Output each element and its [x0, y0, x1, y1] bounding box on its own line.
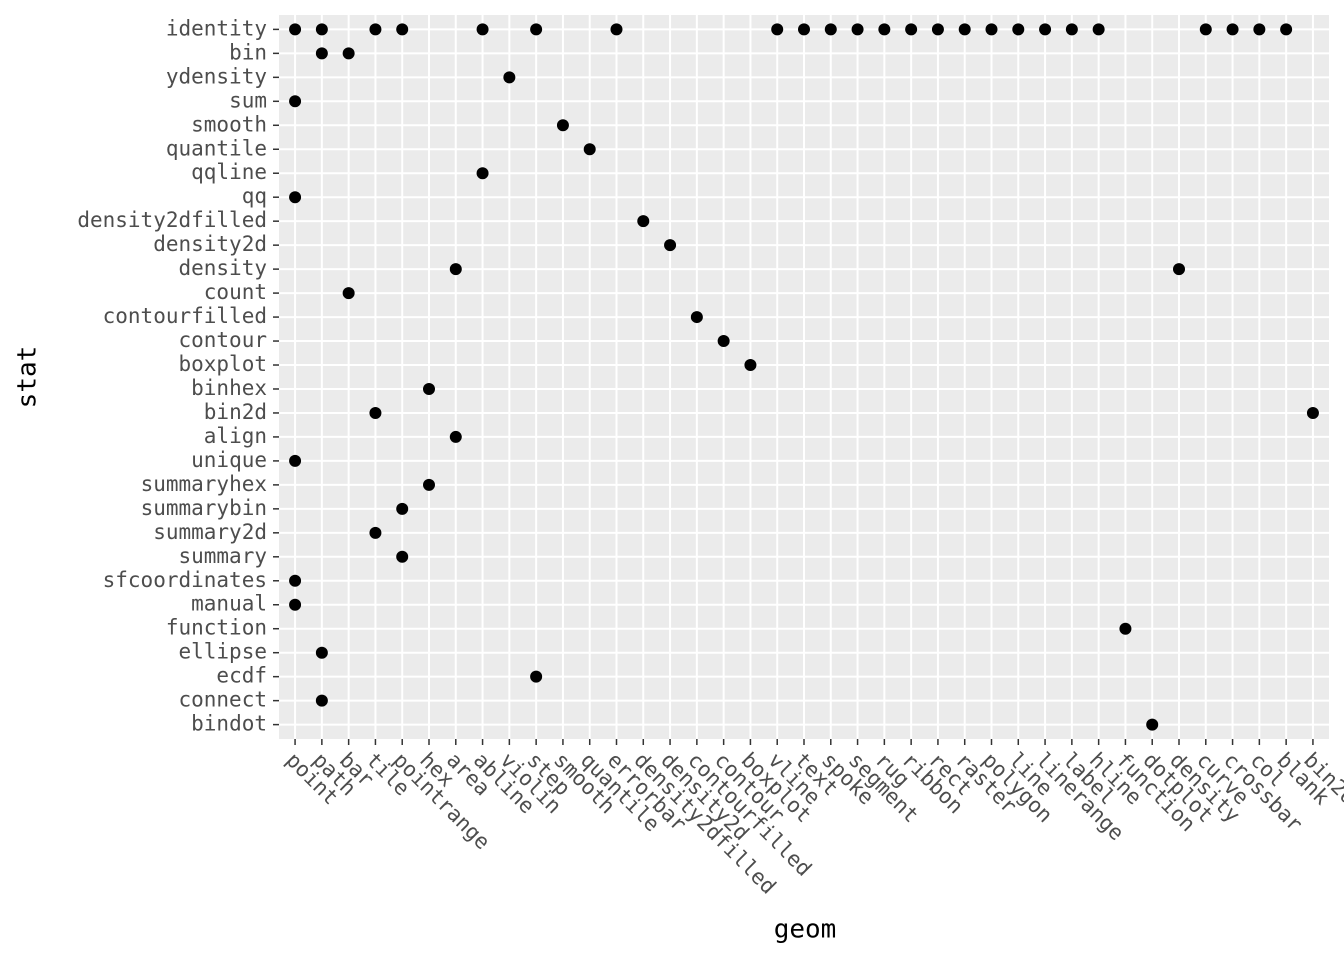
- point: [315, 646, 328, 659]
- point: [1226, 23, 1239, 36]
- y-tick-label: summarybin: [141, 496, 267, 520]
- y-tick-label: manual: [191, 592, 267, 616]
- y-tick-label: sfcoordinates: [103, 568, 267, 592]
- point: [423, 478, 435, 491]
- point: [958, 23, 971, 36]
- x-axis-title: geom: [774, 915, 837, 945]
- point: [1173, 263, 1185, 276]
- point: [369, 23, 382, 36]
- point: [289, 23, 302, 36]
- point: [1306, 406, 1319, 419]
- y-tick-label: summary: [178, 544, 267, 568]
- y-tick-label: ydensity: [166, 64, 267, 88]
- point: [1092, 23, 1105, 36]
- point: [1280, 23, 1293, 36]
- point: [503, 71, 516, 84]
- y-tick-label: summaryhex: [141, 472, 267, 496]
- y-tick-label: connect: [178, 688, 267, 712]
- y-tick-label: unique: [191, 448, 267, 472]
- point: [664, 239, 677, 252]
- point: [931, 23, 944, 36]
- point: [1065, 23, 1078, 36]
- y-tick-label: ellipse: [178, 640, 267, 664]
- point: [851, 23, 864, 36]
- point: [905, 23, 918, 36]
- point: [396, 23, 409, 36]
- point: [396, 550, 409, 563]
- point: [610, 23, 623, 36]
- y-tick-label: density: [178, 256, 267, 280]
- y-tick-label: function: [166, 616, 267, 640]
- point: [1253, 23, 1266, 36]
- point: [342, 47, 355, 60]
- point: [771, 23, 784, 36]
- point: [289, 191, 302, 204]
- point: [690, 311, 703, 324]
- point: [342, 287, 355, 300]
- point: [985, 23, 998, 36]
- y-tick-label: binhex: [191, 376, 267, 400]
- point: [637, 215, 650, 228]
- y-tick-label: smooth: [191, 112, 267, 136]
- y-tick-label: qq: [242, 184, 267, 208]
- point: [530, 670, 543, 683]
- point: [1119, 622, 1132, 635]
- point: [878, 23, 891, 36]
- point: [798, 23, 810, 36]
- point: [1146, 718, 1159, 731]
- point: [1199, 23, 1212, 36]
- y-tick-label: contour: [178, 328, 267, 352]
- point: [396, 502, 409, 515]
- point: [369, 406, 382, 419]
- y-axis-title: stat: [13, 346, 43, 409]
- y-tick-label: qqline: [191, 160, 267, 184]
- y-tick-label: align: [204, 424, 267, 448]
- point: [315, 694, 328, 707]
- y-tick-label: density2d: [153, 232, 267, 256]
- y-tick-label: ecdf: [216, 664, 267, 688]
- point: [556, 119, 569, 132]
- y-tick-label: quantile: [166, 136, 267, 160]
- y-tick-label: bin2d: [204, 400, 267, 424]
- y-tick-label: bin: [229, 40, 267, 64]
- point: [449, 430, 462, 443]
- point: [289, 598, 302, 611]
- point: [476, 167, 489, 180]
- point: [476, 23, 489, 36]
- point: [369, 526, 382, 539]
- point: [315, 47, 328, 60]
- point: [449, 263, 462, 276]
- point: [583, 143, 596, 156]
- point: [289, 454, 302, 467]
- point: [289, 95, 302, 108]
- y-tick-label: density2dfilled: [77, 208, 267, 232]
- point: [315, 23, 328, 36]
- y-tick-label: bindot: [191, 712, 267, 736]
- y-tick-label: summary2d: [153, 520, 267, 544]
- point: [1012, 23, 1025, 36]
- point: [1039, 23, 1052, 36]
- point: [744, 359, 757, 372]
- y-tick-label: count: [204, 280, 267, 304]
- point: [530, 23, 543, 36]
- point: [423, 382, 435, 395]
- y-tick-label: contourfilled: [103, 304, 267, 328]
- y-tick-label: boxplot: [178, 352, 267, 376]
- y-tick-label: sum: [229, 88, 267, 112]
- point: [824, 23, 837, 36]
- point: [289, 574, 302, 587]
- y-tick-label: identity: [166, 16, 267, 40]
- point: [717, 335, 730, 348]
